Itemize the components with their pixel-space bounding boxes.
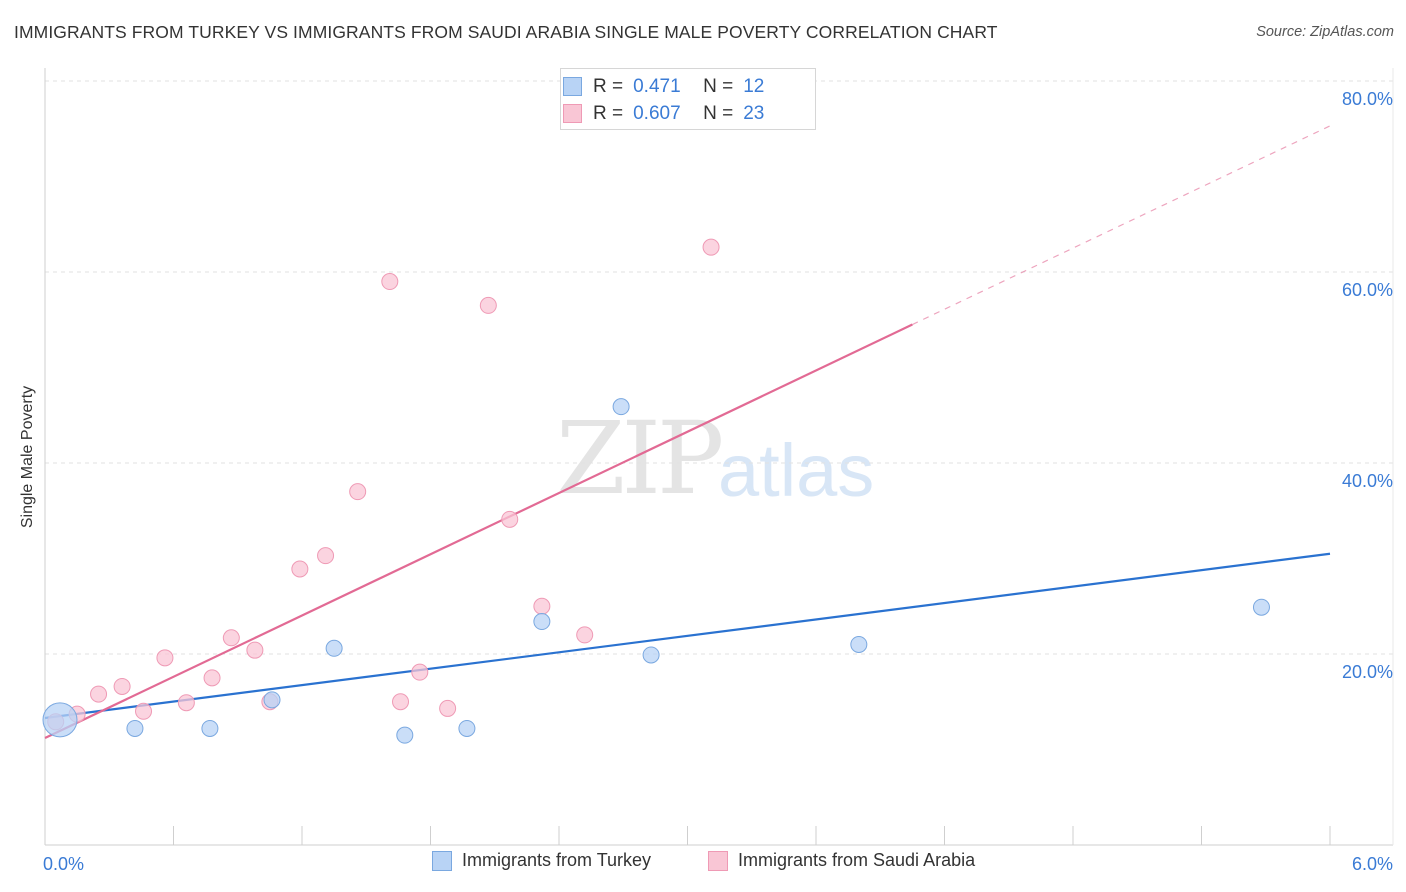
saudi-point	[381, 273, 399, 291]
saudi-point	[702, 238, 720, 256]
axes	[44, 68, 1394, 846]
watermark-atlas: atlas	[718, 429, 875, 512]
y-tick-label: 20.0%	[1342, 662, 1393, 682]
saudi-point	[576, 626, 594, 644]
source-credit: Source: ZipAtlas.com	[1256, 24, 1394, 40]
turkey-point	[42, 702, 78, 738]
saudi-point	[349, 483, 367, 501]
legend-label-turkey: Immigrants from Turkey	[462, 850, 652, 870]
saudi-point	[479, 296, 497, 314]
n-value: 23	[743, 103, 765, 124]
trendline-saudi-extension	[912, 125, 1331, 326]
stats-legend: R = 0.471 N = 12 R = 0.607 N = 23	[560, 68, 816, 130]
saudi-point	[113, 677, 131, 695]
y-tick-label: 40.0%	[1342, 471, 1393, 491]
turkey-swatch	[563, 77, 582, 96]
saudi-point	[177, 694, 195, 712]
saudi-point	[501, 510, 519, 528]
trend-lines	[44, 125, 1331, 740]
turkey-point	[1252, 598, 1270, 616]
saudi-point	[411, 663, 429, 681]
watermark-zip: ZIP	[556, 400, 724, 517]
saudi-point	[392, 693, 410, 711]
y-tick-label: 60.0%	[1342, 280, 1393, 300]
saudi-point	[222, 629, 240, 647]
saudi-point	[135, 702, 153, 720]
legend-item-saudi: Immigrants from Saudi Arabia	[708, 850, 975, 871]
r-label: R =	[593, 103, 624, 124]
saudi-point	[90, 685, 108, 703]
saudi-point	[291, 560, 309, 578]
n-label: N =	[703, 103, 734, 124]
turkey-point	[458, 719, 476, 737]
n-label: N =	[703, 76, 734, 97]
x-tick-label: 0.0%	[43, 854, 84, 874]
turkey-point	[325, 639, 343, 657]
chart-title: IMMIGRANTS FROM TURKEY VS IMMIGRANTS FRO…	[14, 22, 998, 42]
data-points	[42, 238, 1270, 744]
trendline-saudi	[44, 323, 913, 740]
saudi-point	[317, 547, 335, 565]
saudi-point	[156, 649, 174, 667]
x-tick-label: 6.0%	[1352, 854, 1393, 874]
turkey-legend-swatch	[432, 850, 452, 871]
n-value: 12	[743, 76, 765, 97]
turkey-point	[396, 726, 414, 744]
turkey-point	[126, 719, 144, 737]
turkey-point	[642, 646, 660, 664]
r-value: 0.471	[633, 76, 681, 97]
turkey-point	[263, 691, 281, 709]
legend-label-saudi: Immigrants from Saudi Arabia	[738, 850, 976, 870]
y-tick-label: 80.0%	[1342, 89, 1393, 109]
stats-row-turkey: R = 0.471 N = 12	[563, 75, 765, 99]
trendline-turkey	[44, 552, 1331, 720]
grid-lines	[45, 80, 1393, 655]
saudi-legend-swatch	[708, 850, 728, 871]
series-legend: Immigrants from Turkey Immigrants from S…	[0, 850, 1406, 878]
stats-row-saudi: R = 0.607 N = 23	[563, 102, 765, 126]
r-value: 0.607	[633, 103, 681, 124]
turkey-point	[533, 613, 551, 631]
tick-labels: 20.0% 40.0% 60.0% 80.0% 0.0% 6.0%	[43, 89, 1393, 874]
turkey-point	[201, 719, 219, 737]
saudi-point	[439, 699, 457, 717]
turkey-point	[850, 635, 868, 653]
turkey-point	[612, 398, 630, 416]
legend-item-turkey: Immigrants from Turkey	[432, 850, 651, 871]
saudi-point	[246, 641, 264, 659]
saudi-point	[533, 597, 551, 615]
saudi-swatch	[563, 104, 582, 123]
r-label: R =	[593, 76, 624, 97]
saudi-point	[203, 669, 221, 687]
